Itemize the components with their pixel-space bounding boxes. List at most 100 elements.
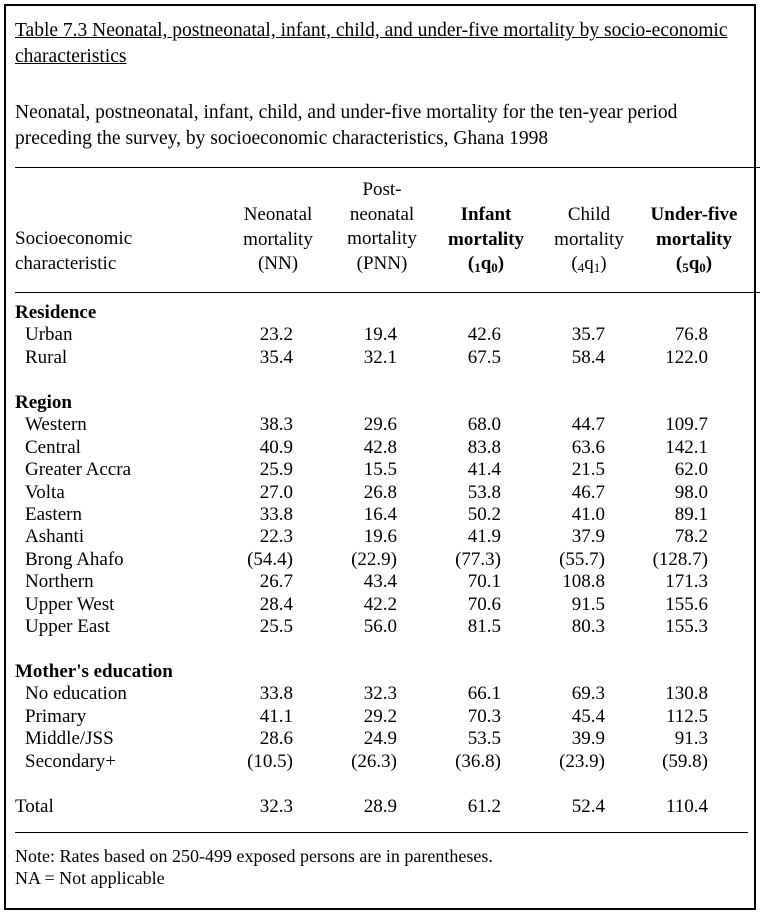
header-rule (15, 292, 760, 293)
header-pnn: Post- neonatal mortality (PNN) (336, 178, 428, 276)
table-cell: 15.5 (363, 459, 397, 481)
table-cell: (36.8) (455, 750, 501, 772)
table-cell: 155.3 (665, 616, 708, 637)
header-stub: Socioeconomic characteristic (15, 227, 215, 276)
header-stub-line1: Socioeconomic (15, 228, 133, 249)
table-cell: (22.9) (351, 548, 397, 570)
table-cell: 62.0 (674, 459, 708, 481)
table-cell: 53.5 (467, 728, 501, 750)
row-label: Northern (25, 571, 94, 593)
table-cell: (59.8) (662, 750, 708, 772)
table-cell: 16.4 (363, 504, 397, 525)
table-cell: 46.7 (571, 481, 605, 503)
row-label: Urban (25, 324, 73, 346)
row-label: Upper West (25, 593, 115, 615)
table-subtitle: Neonatal, postneonatal, infant, child, a… (15, 102, 678, 149)
row-label: Central (25, 436, 81, 458)
table-cell: 21.5 (571, 459, 605, 481)
table-cell: 67.5 (467, 346, 501, 368)
table-cell: 25.9 (259, 459, 293, 481)
table-cell: 35.7 (571, 324, 605, 346)
header-pnn-line4: (PNN) (356, 252, 408, 274)
table-cell: 80.3 (571, 616, 605, 637)
table-cell: 58.4 (571, 346, 605, 368)
table-cell: 41.0 (571, 504, 605, 525)
group-heading: Region (15, 392, 72, 413)
table-cell: 26.8 (363, 481, 397, 503)
table-cell: 23.2 (259, 324, 293, 346)
table-cell: 89.1 (674, 504, 708, 525)
row-label: Middle/JSS (25, 728, 114, 750)
table-cell: 25.5 (259, 616, 293, 637)
table-cell: 66.1 (467, 683, 501, 705)
table-cell: (26.3) (351, 750, 397, 772)
row-label: Upper East (25, 616, 110, 637)
header-pnn-line2: neonatal (349, 203, 415, 225)
group-heading: Residence (15, 302, 97, 323)
row-label: Rural (25, 346, 68, 368)
header-under-five: Under-five mortality (5q0) (638, 203, 750, 281)
table-cell: 41.9 (467, 526, 501, 548)
table-cell: 42.2 (363, 593, 397, 615)
table-cell: (10.5) (247, 750, 293, 772)
table-cell: 155.6 (665, 593, 708, 615)
row-label: Volta (25, 481, 65, 503)
table-cell: (77.3) (455, 548, 501, 570)
header-nn: Neonatal mortality (NN) (230, 203, 326, 277)
table-cell: 78.2 (674, 526, 708, 548)
row-label: Brong Ahafo (25, 548, 124, 570)
header-child-line1: Child (567, 204, 611, 225)
table-cell: 33.8 (259, 504, 293, 525)
table-cell: 81.5 (467, 616, 501, 637)
table-cell: 61.2 (467, 796, 501, 817)
row-label: Secondary+ (25, 750, 116, 772)
table-cell: (54.4) (247, 548, 293, 570)
table-cell: 109.7 (665, 414, 708, 436)
table-cell: 32.3 (259, 796, 293, 817)
group-heading: Mother's education (15, 661, 173, 682)
table-cell: 70.6 (467, 593, 501, 615)
table-cell: 91.5 (571, 593, 605, 615)
table-cell: 70.1 (467, 571, 501, 593)
header-child-line2: mortality (554, 228, 624, 250)
header-child-line3: (4q1) (571, 253, 607, 275)
header-nn-line2: mortality (243, 228, 313, 250)
header-u5-line2: mortality (656, 228, 732, 250)
table-cell: 108.8 (562, 571, 605, 593)
table-cell: 52.4 (571, 796, 605, 817)
table-cell: 68.0 (467, 414, 501, 436)
table-cell: 171.3 (665, 571, 708, 593)
row-label: Greater Accra (25, 459, 132, 481)
table-cell: (23.9) (559, 750, 605, 772)
table-cell: 43.4 (363, 571, 397, 593)
table-cell: 112.5 (665, 705, 708, 727)
table-cell: 44.7 (571, 414, 605, 436)
table-cell: 32.3 (363, 683, 397, 705)
table-cell: 41.1 (259, 705, 293, 727)
table-cell: 91.3 (674, 728, 708, 750)
header-infant-line1: Infant (460, 204, 512, 225)
table-cell: 19.4 (363, 324, 397, 346)
table-cell: 28.9 (363, 796, 397, 817)
table-cell: 33.8 (259, 683, 293, 705)
table-cell: 53.8 (467, 481, 501, 503)
table-cell: 98.0 (674, 481, 708, 503)
header-infant: Infant mortality (1q0) (436, 203, 536, 281)
total-label: Total (15, 796, 54, 817)
table-cell: 63.6 (571, 436, 605, 458)
table-cell: 27.0 (259, 481, 293, 503)
table-cell: 142.1 (665, 436, 708, 458)
row-label: Ashanti (25, 526, 85, 548)
table-cell: 42.6 (467, 324, 501, 346)
table-cell: 26.7 (259, 571, 293, 593)
table-cell: (128.7) (652, 548, 708, 570)
header-child: Child mortality (4q1) (544, 203, 634, 281)
table-frame (4, 4, 756, 910)
bottom-rule (15, 832, 748, 833)
header-pnn-line3: mortality (347, 228, 417, 249)
table-cell: 28.6 (259, 728, 293, 750)
table-cell: 37.9 (571, 526, 605, 548)
header-infant-line2: mortality (448, 228, 524, 250)
table-cell: (55.7) (559, 548, 605, 570)
table-cell: 110.4 (665, 796, 708, 817)
